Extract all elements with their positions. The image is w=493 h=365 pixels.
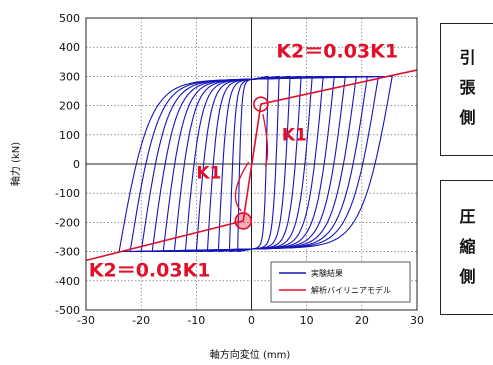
legend-experiment-label: 実験結果	[311, 268, 343, 278]
k1-annotation: K1	[282, 126, 307, 146]
x-tick-label: -20	[132, 314, 150, 327]
k2-annotation: K2＝0.03K1	[89, 259, 211, 281]
legend: 実験結果 解析バイリニアモデル	[270, 261, 411, 303]
x-tick-label: 20	[355, 314, 369, 327]
y-tick-label: 300	[59, 70, 80, 83]
plot-frame	[85, 17, 418, 311]
y-tick-label: 400	[59, 41, 80, 54]
bilinear-model-series	[86, 69, 417, 262]
legend-model-label: 解析バイリニアモデル	[311, 285, 391, 295]
x-tick-label: 10	[300, 314, 314, 327]
y-axis-label: 軸力 (kN)	[9, 142, 22, 186]
tension-char-1: 引	[459, 48, 476, 67]
compression-char-1: 圧	[459, 207, 476, 226]
y-tick-label: -100	[55, 187, 80, 200]
x-tick-label: -30	[77, 314, 95, 327]
compression-char-2: 縮	[459, 237, 476, 256]
k1-upper-brace	[262, 114, 269, 167]
y-tick-label: 100	[59, 129, 80, 142]
x-axis-label: 軸方向変位 (mm)	[210, 348, 291, 361]
compression-side-box: 圧 縮 側	[440, 180, 493, 315]
x-tick-labels: -30 -20 -10 0 10 20 30	[77, 314, 424, 327]
compression-char-3: 側	[459, 267, 476, 286]
y-tick-label: -300	[55, 246, 80, 259]
k2-annotation: K2＝0.03K1	[276, 40, 398, 62]
experiment-loop	[118, 75, 393, 253]
legend-box	[270, 261, 411, 303]
experiment-series	[118, 75, 393, 253]
bilinear-model-line	[86, 69, 417, 262]
y-tick-label: -500	[55, 304, 80, 317]
yield-point-marker	[253, 96, 269, 112]
y-tick-label: -200	[55, 216, 80, 229]
k1-lower-brace	[234, 161, 250, 212]
y-tick-label: 200	[59, 100, 80, 113]
tension-char-2: 張	[459, 78, 476, 97]
x-tick-label: -10	[187, 314, 205, 327]
x-tick-label: 30	[410, 314, 424, 327]
y-tick-label: 500	[59, 12, 80, 25]
tension-side-box: 引 張 側	[440, 23, 493, 156]
k1-annotation: K1	[196, 164, 221, 184]
annotations: K2＝0.03K1 K2＝0.03K1 K1 K1	[89, 40, 398, 281]
y-tick-labels: 500 400 300 200 100 0 -100 -200 -300 -400 -500	[55, 12, 80, 317]
x-tick-label: 0	[248, 314, 255, 327]
y-tick-label: -400	[55, 275, 80, 288]
y-tick-label: 0	[73, 158, 80, 171]
tension-char-3: 側	[459, 108, 476, 127]
yield-point-marker	[234, 212, 253, 230]
